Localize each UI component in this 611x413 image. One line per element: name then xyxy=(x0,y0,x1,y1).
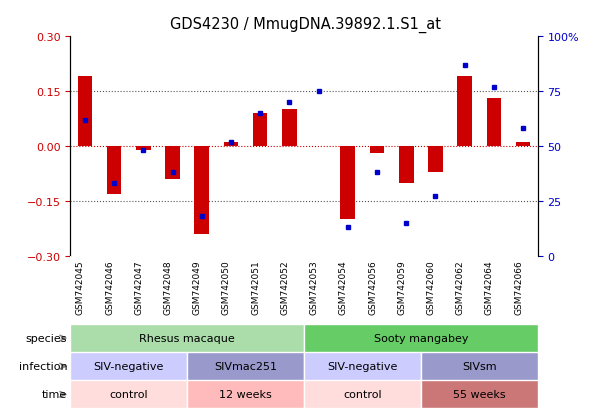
Bar xyxy=(304,380,421,408)
Bar xyxy=(70,352,187,380)
Text: SIV-negative: SIV-negative xyxy=(93,361,164,371)
Text: GSM742046: GSM742046 xyxy=(105,259,114,314)
Bar xyxy=(187,352,304,380)
Bar xyxy=(370,147,384,154)
Text: GSM742056: GSM742056 xyxy=(368,259,377,314)
Text: GSM742049: GSM742049 xyxy=(192,259,202,314)
Text: GSM742052: GSM742052 xyxy=(280,259,290,314)
Text: SIVmac251: SIVmac251 xyxy=(214,361,277,371)
Text: 12 weeks: 12 weeks xyxy=(219,389,272,399)
Text: GSM742050: GSM742050 xyxy=(222,259,231,314)
Text: GSM742060: GSM742060 xyxy=(426,259,436,314)
Bar xyxy=(107,147,122,194)
Bar xyxy=(304,324,538,352)
Bar xyxy=(458,77,472,147)
Bar xyxy=(136,147,150,150)
Text: SIV-negative: SIV-negative xyxy=(327,361,398,371)
Bar xyxy=(70,380,187,408)
Text: control: control xyxy=(343,389,382,399)
Bar xyxy=(428,147,443,172)
Text: control: control xyxy=(109,389,148,399)
Text: Sooty mangabey: Sooty mangabey xyxy=(373,333,468,343)
Bar xyxy=(486,99,501,147)
Text: GSM742054: GSM742054 xyxy=(338,259,348,314)
Bar xyxy=(194,147,209,234)
Text: GSM742047: GSM742047 xyxy=(134,259,144,314)
Bar xyxy=(165,147,180,179)
Bar xyxy=(304,352,421,380)
Bar xyxy=(340,147,355,220)
Bar xyxy=(282,110,297,147)
Text: GSM742062: GSM742062 xyxy=(456,259,464,314)
Bar xyxy=(421,380,538,408)
Bar xyxy=(253,114,268,147)
Text: GSM742051: GSM742051 xyxy=(251,259,260,314)
Bar xyxy=(516,143,530,147)
Text: SIVsm: SIVsm xyxy=(462,361,497,371)
Bar xyxy=(224,143,238,147)
Bar xyxy=(78,77,92,147)
Text: GSM742045: GSM742045 xyxy=(76,259,85,314)
Text: Rhesus macaque: Rhesus macaque xyxy=(139,333,235,343)
Bar xyxy=(70,324,304,352)
Text: species: species xyxy=(26,333,67,343)
Bar xyxy=(187,380,304,408)
Text: GSM742048: GSM742048 xyxy=(164,259,172,314)
Text: GSM742066: GSM742066 xyxy=(514,259,523,314)
Bar xyxy=(399,147,414,183)
Text: 55 weeks: 55 weeks xyxy=(453,389,505,399)
Text: time: time xyxy=(42,389,67,399)
Bar xyxy=(421,352,538,380)
Text: GDS4230 / MmugDNA.39892.1.S1_at: GDS4230 / MmugDNA.39892.1.S1_at xyxy=(170,17,441,33)
Text: GSM742053: GSM742053 xyxy=(310,259,318,314)
Text: infection: infection xyxy=(18,361,67,371)
Text: GSM742064: GSM742064 xyxy=(485,259,494,314)
Text: GSM742059: GSM742059 xyxy=(397,259,406,314)
